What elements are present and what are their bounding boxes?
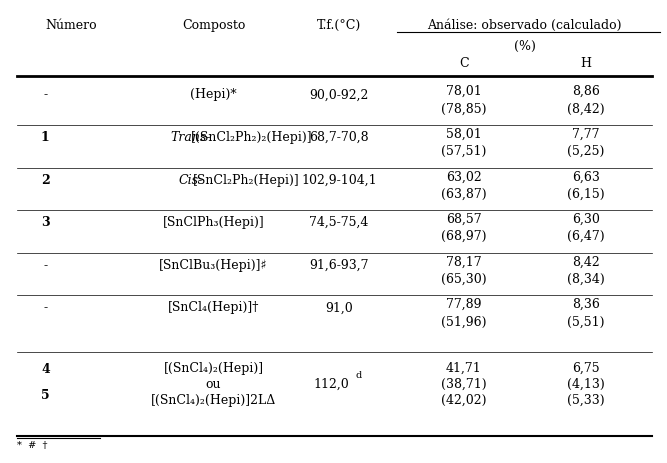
Text: [(SnCl₂Ph₂)₂(Hepi)]: [(SnCl₂Ph₂)₂(Hepi)]: [191, 131, 313, 144]
Text: -: -: [43, 259, 47, 272]
Text: (65,30): (65,30): [441, 273, 486, 286]
Text: Cis-: Cis-: [179, 174, 203, 187]
Text: 5: 5: [41, 389, 49, 402]
Text: (8,34): (8,34): [567, 273, 604, 286]
Text: [(SnCl₄)₂(Hepi)]: [(SnCl₄)₂(Hepi)]: [163, 362, 263, 375]
Text: 8,42: 8,42: [572, 256, 600, 269]
Text: -: -: [43, 301, 47, 314]
Text: 3: 3: [41, 216, 49, 229]
Text: 2: 2: [41, 174, 50, 187]
Text: 6,63: 6,63: [572, 170, 600, 183]
Text: 91,0: 91,0: [325, 301, 353, 314]
Text: (8,42): (8,42): [567, 102, 604, 115]
Text: -: -: [43, 88, 47, 101]
Text: (6,15): (6,15): [567, 188, 604, 200]
Text: ou: ou: [205, 378, 221, 391]
Text: *  #  †: * # †: [17, 441, 47, 450]
Text: Composto: Composto: [181, 19, 245, 32]
Text: 74,5-75,4: 74,5-75,4: [309, 216, 369, 229]
Text: (68,97): (68,97): [441, 230, 486, 243]
Text: Análise: observado (calculado): Análise: observado (calculado): [428, 19, 622, 32]
Text: (5,51): (5,51): [567, 315, 604, 328]
Text: d: d: [356, 371, 362, 381]
Text: (4,13): (4,13): [567, 378, 604, 391]
Text: 6,30: 6,30: [572, 213, 600, 226]
Text: (6,47): (6,47): [567, 230, 604, 243]
Text: (Hepi)*: (Hepi)*: [190, 88, 237, 101]
Text: 68,57: 68,57: [446, 213, 482, 226]
Text: 41,71: 41,71: [446, 362, 482, 375]
Text: T.f.(°C): T.f.(°C): [317, 19, 361, 32]
Text: 8,86: 8,86: [572, 85, 600, 98]
Text: 102,9-104,1: 102,9-104,1: [301, 174, 377, 187]
Text: [SnCl₂Ph₂(Hepi)]: [SnCl₂Ph₂(Hepi)]: [193, 174, 299, 187]
Text: 7,77: 7,77: [572, 128, 600, 141]
Text: 63,02: 63,02: [446, 170, 482, 183]
Text: (%): (%): [514, 40, 536, 53]
Text: 90,0-92,2: 90,0-92,2: [309, 88, 369, 101]
Text: 77,89: 77,89: [446, 298, 482, 311]
Text: [SnCl₄(Hepi)]†: [SnCl₄(Hepi)]†: [168, 301, 259, 314]
Text: (78,85): (78,85): [441, 102, 486, 115]
Text: (38,71): (38,71): [441, 378, 486, 391]
Text: H: H: [580, 57, 591, 70]
Text: 58,01: 58,01: [446, 128, 482, 141]
Text: (5,25): (5,25): [567, 145, 604, 158]
Text: 78,01: 78,01: [446, 85, 482, 98]
Text: (51,96): (51,96): [441, 315, 486, 328]
Text: Número: Número: [45, 19, 97, 32]
Text: [SnClPh₃(Hepi)]: [SnClPh₃(Hepi)]: [163, 216, 264, 229]
Text: 8,36: 8,36: [572, 298, 600, 311]
Text: Trans-: Trans-: [170, 131, 211, 144]
Text: C: C: [459, 57, 468, 70]
Text: 6,75: 6,75: [572, 362, 600, 375]
Text: 91,6-93,7: 91,6-93,7: [309, 259, 369, 272]
Text: (57,51): (57,51): [441, 145, 486, 158]
Text: 112,0: 112,0: [313, 378, 349, 391]
Text: (5,33): (5,33): [567, 394, 604, 407]
Text: 4: 4: [41, 363, 50, 376]
Text: 78,17: 78,17: [446, 256, 482, 269]
Text: [SnClBu₃(Hepi)]♯: [SnClBu₃(Hepi)]♯: [159, 259, 267, 272]
Text: 1: 1: [41, 131, 50, 144]
Text: [(SnCl₄)₂(Hepi)]2LΔ: [(SnCl₄)₂(Hepi)]2LΔ: [151, 394, 276, 407]
Text: 68,7-70,8: 68,7-70,8: [309, 131, 369, 144]
Text: (42,02): (42,02): [441, 394, 486, 407]
Text: (63,87): (63,87): [441, 188, 486, 200]
